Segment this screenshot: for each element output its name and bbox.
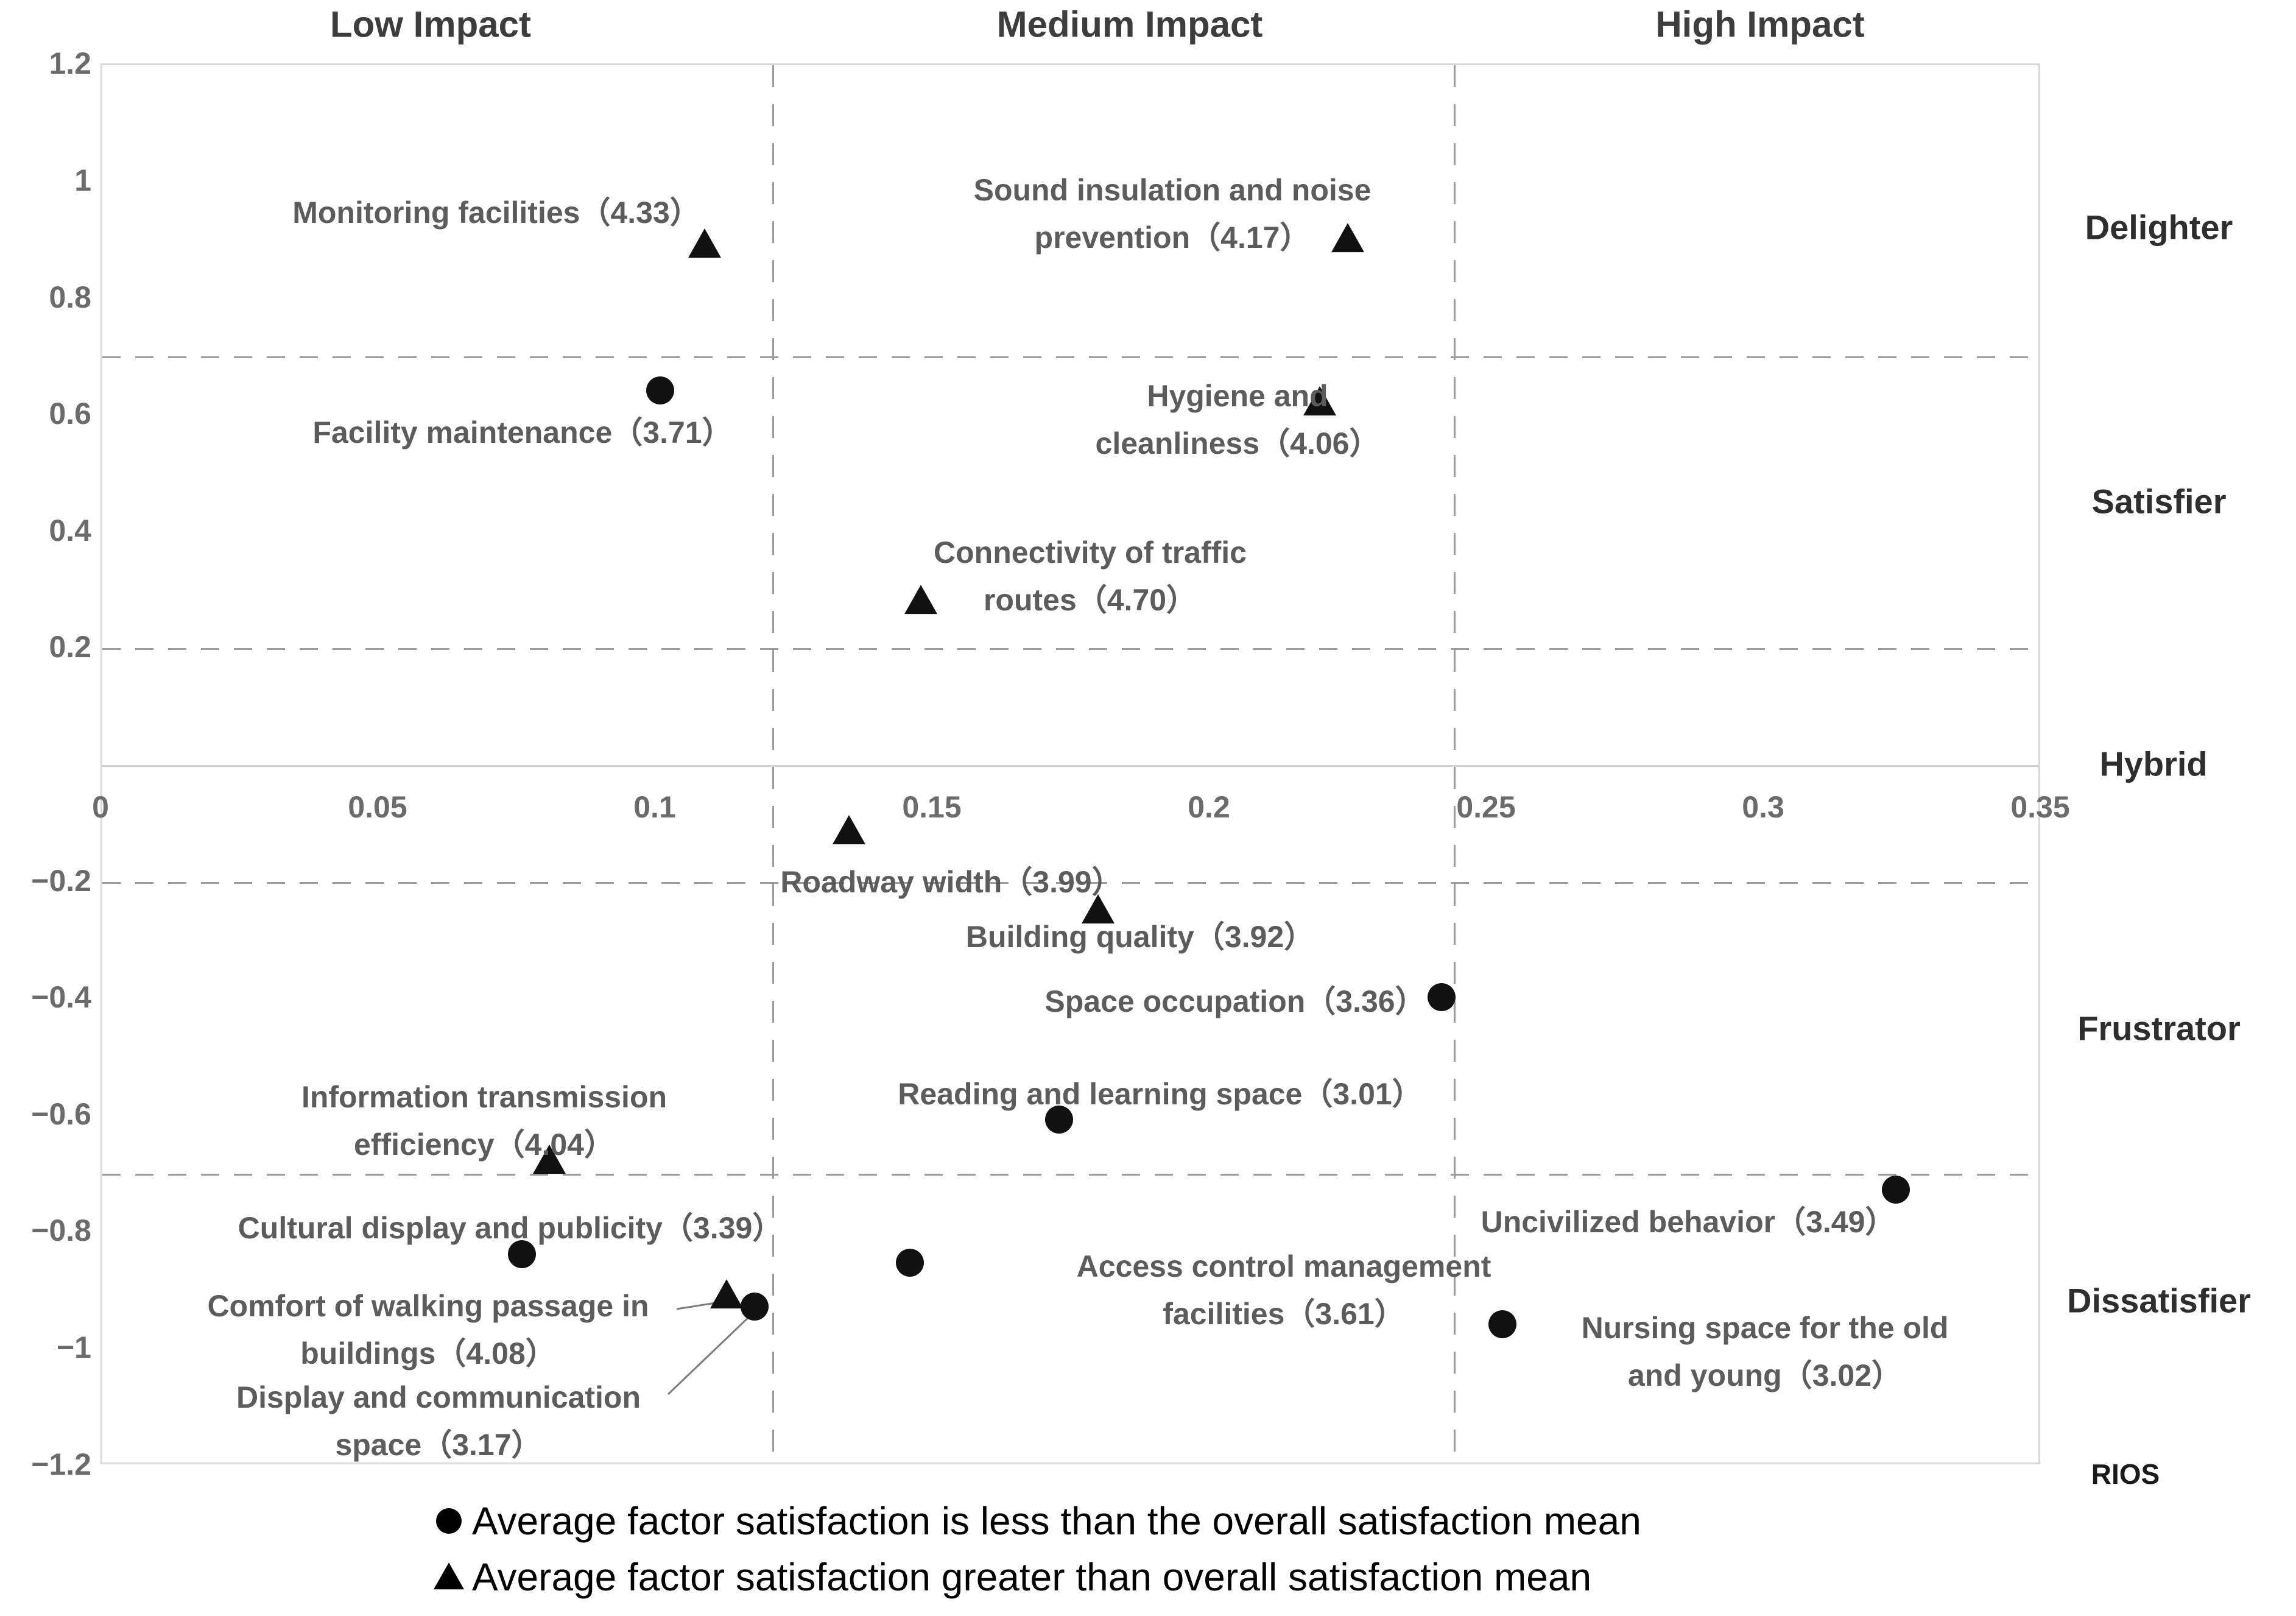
point-marker-circle <box>740 1292 769 1321</box>
point-label: efficiency（4.04） <box>354 1127 614 1162</box>
x-tick-label: 0.15 <box>902 790 962 824</box>
point-label: and young（3.02） <box>1627 1358 1903 1392</box>
point-marker-triangle <box>832 815 865 845</box>
point-label: Space occupation（3.36） <box>1044 984 1426 1018</box>
point-label: cleanliness（4.06） <box>1095 426 1380 460</box>
point-marker-circle <box>895 1249 924 1277</box>
point-label: Monitoring facilities（4.33） <box>292 196 700 230</box>
point-marker-circle <box>646 376 675 404</box>
y-tick-label: −0.8 <box>31 1213 91 1248</box>
legend-triangle-marker <box>434 1562 464 1590</box>
point-marker-circle <box>1428 983 1456 1012</box>
y-tick-label: −0.4 <box>31 980 91 1015</box>
point-label: Uncivilized behavior（3.49） <box>1481 1205 1896 1239</box>
y-tick-label: 0.2 <box>49 630 91 665</box>
point-label: Sound insulation and noise <box>973 173 1372 207</box>
point-label: prevention（4.17） <box>1034 221 1311 255</box>
x-tick-label: 0.3 <box>1742 790 1784 824</box>
band-label: Frustrator <box>2077 1009 2241 1048</box>
x-axis-zero-line <box>102 765 2038 767</box>
dashed-gridline-h <box>102 1173 2038 1176</box>
point-label: Display and communication <box>236 1380 641 1414</box>
band-label: Satisfier <box>2091 482 2227 521</box>
y-tick-label: 0.6 <box>49 397 91 431</box>
point-marker-triangle <box>533 1145 566 1174</box>
band-label: Hybrid <box>2099 744 2208 783</box>
leader-line <box>667 1313 753 1395</box>
point-marker-triangle <box>1082 894 1115 923</box>
dashed-gridline-v <box>1454 65 1456 1463</box>
point-label: Information transmission <box>301 1080 667 1114</box>
leader-lines-layer <box>667 1302 753 1395</box>
dashed-gridline-h <box>102 356 2038 359</box>
point-marker-triangle <box>710 1279 744 1308</box>
column-header: Medium Impact <box>996 4 1263 45</box>
point-label: Cultural display and publicity（3.39） <box>238 1211 783 1245</box>
band-label: Delighter <box>2085 208 2233 247</box>
point-label: Roadway width（3.99） <box>780 865 1122 899</box>
legend-circle-marker <box>436 1508 462 1534</box>
point-label: Reading and learning space（3.01） <box>898 1077 1423 1111</box>
x-tick-label: 0 <box>92 790 109 824</box>
point-label: Access control management <box>1076 1249 1491 1283</box>
y-tick-label: 0.4 <box>49 513 91 548</box>
point-label: Hygiene and <box>1147 379 1328 413</box>
y-tick-label: −0.6 <box>31 1096 91 1131</box>
x-tick-label: 0.1 <box>633 790 676 824</box>
point-label: routes（4.70） <box>983 583 1197 617</box>
x-tick-label: 0.35 <box>2010 790 2070 824</box>
point-marker-circle <box>507 1240 536 1268</box>
dashed-gridline-h <box>102 881 2038 884</box>
y-tick-label: 1 <box>74 163 91 197</box>
x-tick-label: 0.05 <box>348 790 407 824</box>
legend-item-text: Average factor satisfaction is less than… <box>472 1499 1641 1543</box>
point-marker-triangle <box>1303 386 1336 416</box>
column-header: Low Impact <box>329 4 532 45</box>
band-label: Dissatisfier <box>2067 1281 2251 1320</box>
y-tick-label: 0.8 <box>49 280 91 314</box>
point-marker-circle <box>1882 1176 1910 1204</box>
x-tick-label: 0.2 <box>1188 790 1230 824</box>
rios-label: RIOS <box>2091 1458 2160 1490</box>
y-tick-label: −0.2 <box>31 863 91 898</box>
point-marker-triangle <box>688 228 721 258</box>
point-label: Nursing space for the old <box>1581 1311 1949 1345</box>
point-label: Connectivity of traffic <box>934 535 1247 570</box>
point-label: Building quality（3.92） <box>965 920 1315 954</box>
x-tick-label: 0.25 <box>1456 790 1516 824</box>
point-label: Facility maintenance（3.71） <box>312 415 733 450</box>
point-marker-triangle <box>904 584 937 614</box>
point-label: buildings（4.08） <box>300 1336 556 1371</box>
point-label: Comfort of walking passage in <box>207 1289 649 1323</box>
point-label: space（3.17） <box>335 1428 542 1462</box>
y-tick-label: −1 <box>56 1330 91 1364</box>
column-header: High Impact <box>1655 4 1865 45</box>
point-label: facilities（3.61） <box>1163 1297 1405 1331</box>
y-tick-label: −1.2 <box>31 1447 91 1481</box>
point-marker-triangle <box>1331 222 1364 252</box>
legend-item-text: Average factor satisfaction greater than… <box>472 1555 1592 1599</box>
dashed-gridline-v <box>772 65 775 1463</box>
point-marker-circle <box>1045 1106 1074 1134</box>
plot-area <box>100 63 2040 1464</box>
dashed-gridline-h <box>102 648 2038 651</box>
y-tick-label: 1.2 <box>49 46 91 81</box>
point-marker-circle <box>1488 1310 1517 1338</box>
